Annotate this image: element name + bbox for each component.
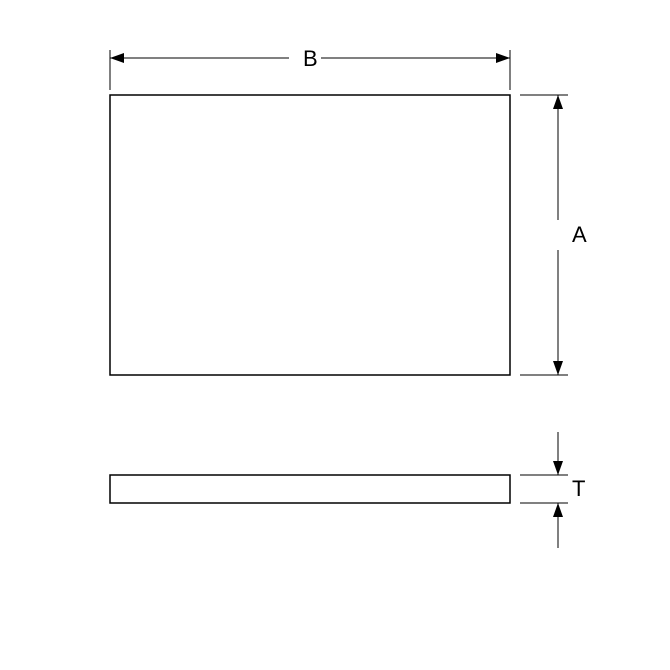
side-view-rect: [110, 475, 510, 503]
dim-a-label: A: [572, 222, 587, 247]
dim-a-arrow-bottom: [553, 361, 563, 375]
dim-t-arrow-bottom: [553, 503, 563, 517]
dim-t-label: T: [572, 476, 585, 501]
dim-b-label: B: [303, 46, 318, 71]
dimension-diagram: B A T: [0, 0, 670, 670]
dim-b-arrow-right: [496, 53, 510, 63]
dim-a-arrow-top: [553, 95, 563, 109]
top-view-rect: [110, 95, 510, 375]
dim-b-arrow-left: [110, 53, 124, 63]
dim-t-arrow-top: [553, 461, 563, 475]
